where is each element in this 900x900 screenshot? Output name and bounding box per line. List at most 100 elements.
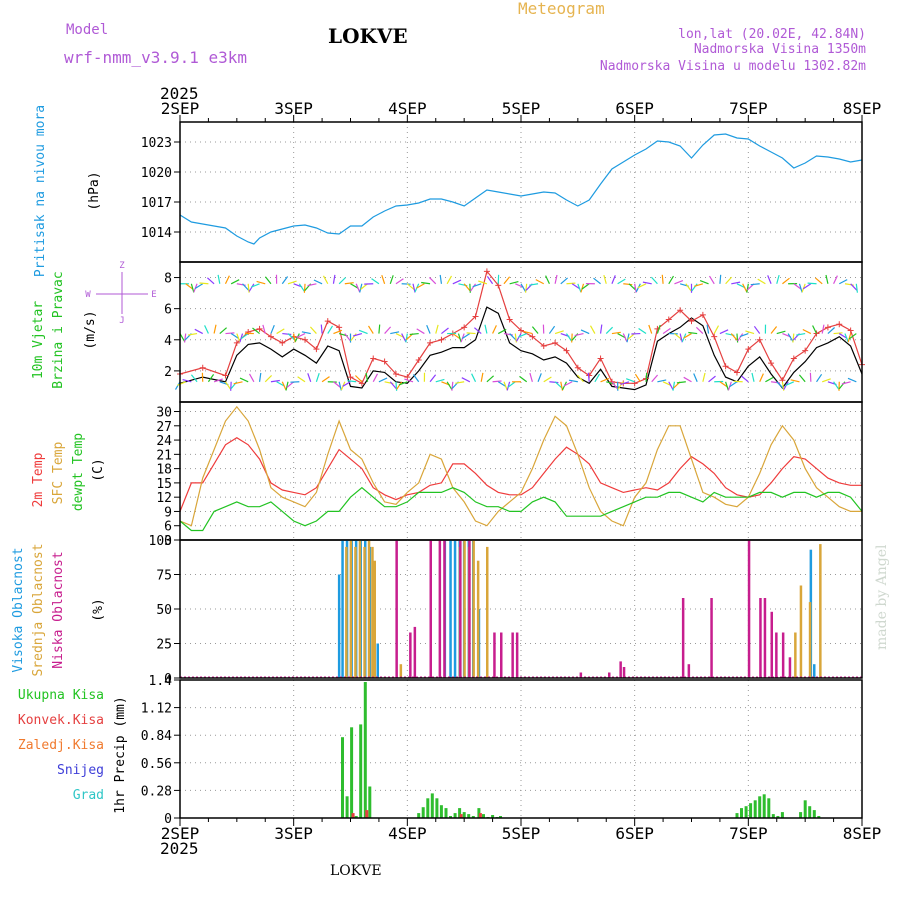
wind-arrow bbox=[472, 283, 482, 288]
bar-srednja-oblacnost bbox=[808, 602, 812, 678]
xtick-label-bottom: 3SEP bbox=[274, 824, 313, 843]
wind-arrow bbox=[815, 277, 823, 285]
ytick-label: 18 bbox=[156, 463, 172, 478]
bar-ukupna-kisa bbox=[341, 737, 344, 818]
wind-arrow bbox=[270, 324, 275, 334]
wind-arrow bbox=[301, 331, 311, 335]
wind-arrow bbox=[333, 381, 341, 388]
wind-arrow bbox=[506, 381, 511, 391]
wind-arrow bbox=[338, 381, 342, 391]
wind-arrow bbox=[518, 333, 527, 338]
wind-arrow bbox=[825, 274, 829, 284]
gust-marker bbox=[790, 355, 797, 362]
wind-arrow bbox=[847, 333, 852, 343]
wind-arrow bbox=[354, 375, 363, 383]
wind-arrow bbox=[344, 333, 351, 342]
wind-arrow bbox=[177, 381, 186, 386]
wind-arrow bbox=[233, 381, 243, 385]
wind-arrow bbox=[695, 326, 704, 334]
bar-niska-oblacnost bbox=[579, 672, 583, 678]
wind-arrow bbox=[816, 373, 823, 383]
wind-arrow bbox=[554, 274, 558, 284]
bar-niska-oblacnost bbox=[781, 632, 785, 678]
wind-arrow bbox=[765, 376, 774, 383]
wind-arrow bbox=[256, 280, 266, 285]
wind-arrow bbox=[603, 274, 607, 284]
wind-arrow bbox=[708, 375, 716, 383]
wind-arrow bbox=[767, 275, 772, 285]
wind-arrow bbox=[225, 332, 235, 335]
wind-arrow bbox=[737, 333, 744, 342]
ytick-label: 0 bbox=[164, 812, 172, 827]
pressure-units: (hPa) bbox=[87, 171, 102, 210]
wind-arrow bbox=[802, 328, 812, 335]
bar-ukupna-kisa bbox=[421, 807, 425, 818]
ytick-label: 0.28 bbox=[141, 784, 172, 799]
bar-ukupna-kisa bbox=[449, 816, 452, 818]
xtick-label-bottom: 5SEP bbox=[502, 824, 541, 843]
wind-arrow bbox=[371, 278, 380, 285]
wind-arrow bbox=[344, 282, 354, 285]
ytick-label: 8 bbox=[164, 272, 172, 287]
wind-arrow bbox=[706, 324, 710, 334]
bar-niska-oblacnost bbox=[468, 540, 471, 678]
wind-arrow bbox=[190, 374, 198, 383]
wind-arrow bbox=[486, 375, 494, 383]
snow-label: Snijeg bbox=[57, 763, 104, 778]
bar-srednja-oblacnost bbox=[463, 540, 466, 678]
wind-arrow bbox=[207, 374, 215, 383]
wind-arrow bbox=[531, 326, 539, 334]
wind-arrow bbox=[548, 325, 556, 334]
wind-arrow bbox=[580, 283, 585, 293]
wind-arrow bbox=[452, 333, 461, 340]
wind-arrow bbox=[850, 283, 858, 291]
wind-arrow bbox=[463, 283, 471, 292]
wind-arrow bbox=[270, 379, 280, 383]
wind-arrow bbox=[668, 275, 675, 285]
wind-label-1: 10m Vjetar bbox=[31, 301, 46, 379]
gust-marker bbox=[415, 357, 422, 363]
gust-marker bbox=[233, 339, 240, 346]
model-label: Model bbox=[66, 22, 108, 38]
wind-arrow bbox=[676, 381, 686, 384]
wind-arrow bbox=[812, 325, 818, 334]
wind-arrow bbox=[199, 282, 209, 285]
gust-marker bbox=[404, 374, 411, 381]
gust-marker bbox=[381, 358, 388, 365]
wind-arrow bbox=[694, 283, 704, 287]
wind-arrow bbox=[321, 376, 330, 383]
bar-ukupna-kisa bbox=[771, 814, 775, 818]
wind-arrow bbox=[679, 333, 683, 343]
wind-arrow bbox=[461, 333, 471, 340]
gust-marker bbox=[722, 363, 729, 370]
wind-arrow bbox=[455, 381, 465, 384]
wind-arrow bbox=[623, 283, 633, 286]
ytick-label: 27 bbox=[156, 420, 172, 435]
bar-visoka-oblacnost bbox=[376, 643, 379, 678]
wind-arrow bbox=[258, 372, 262, 382]
wind-arrow bbox=[719, 329, 729, 335]
bar-srednja-oblacnost bbox=[794, 632, 797, 678]
gust-marker bbox=[847, 327, 854, 334]
wind-arrow bbox=[320, 324, 323, 334]
gust-marker bbox=[665, 316, 672, 323]
wind-arrow bbox=[412, 283, 416, 293]
wind-arrow bbox=[378, 324, 381, 334]
wind-arrow bbox=[576, 374, 584, 383]
wind-arrow bbox=[708, 275, 715, 285]
wind-arrow bbox=[350, 283, 359, 289]
wind-arrow bbox=[293, 333, 296, 343]
wind-arrow bbox=[688, 331, 698, 335]
wind-arrow bbox=[672, 381, 676, 391]
gust-marker bbox=[370, 355, 377, 362]
wind-arrow bbox=[342, 381, 351, 387]
wind-arrow bbox=[699, 280, 709, 285]
bar-ukupna-kisa bbox=[812, 810, 816, 818]
bar-niska-oblacnost bbox=[493, 632, 496, 678]
wind-arrow bbox=[389, 275, 394, 284]
wind-arrow bbox=[401, 333, 407, 342]
gust-marker bbox=[688, 318, 695, 325]
bar-ukupna-kisa bbox=[430, 793, 434, 818]
wind-arrow bbox=[309, 326, 317, 334]
wind-arrow bbox=[753, 325, 761, 334]
